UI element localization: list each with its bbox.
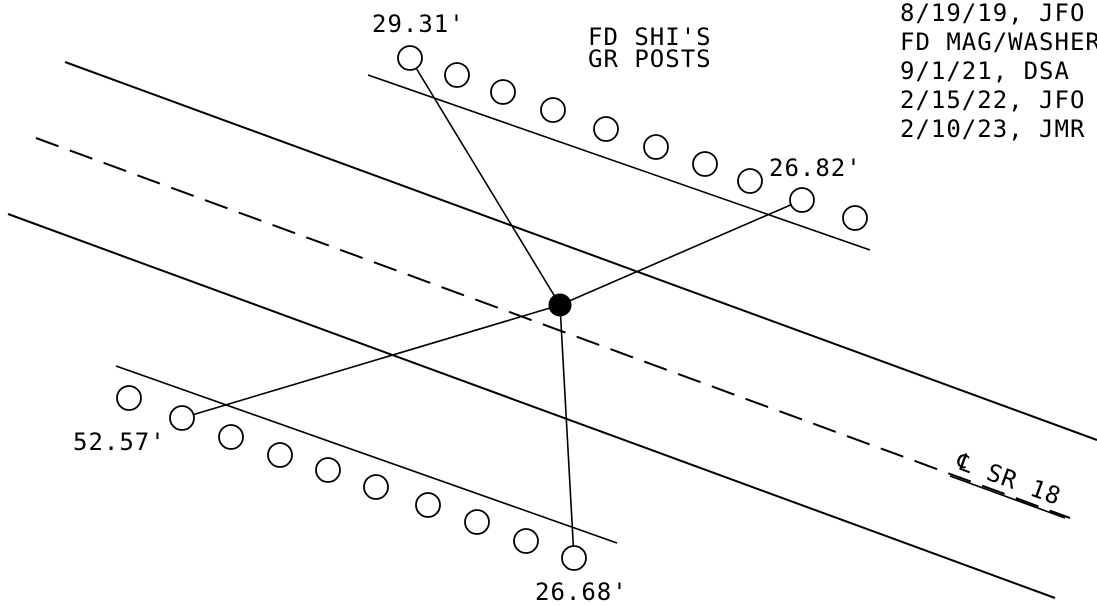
post-circle (444, 62, 470, 88)
tie-distance-top-right: 26.82' (769, 154, 862, 182)
post-circle (116, 385, 142, 411)
post-circle (397, 45, 423, 71)
post-circle (267, 442, 293, 468)
history-note: 9/1/21, DSA (900, 57, 1070, 85)
post-circle (643, 134, 669, 160)
history-notes: 8/19/19, JFO FD MAG/WASHER 9/1/21, DSA 2… (900, 0, 1097, 143)
found-label-line2: GR POSTS (588, 45, 712, 73)
road-edge-south (7, 213, 1056, 599)
post-circle (315, 457, 341, 483)
history-note: FD MAG/WASHER (900, 28, 1097, 56)
post-circle (593, 116, 619, 142)
post-circle (363, 474, 389, 500)
history-note: 2/10/23, JMR (900, 115, 1085, 143)
guardrail-posts-north (397, 45, 868, 231)
history-note: 8/19/19, JFO (900, 0, 1085, 27)
post-circle (789, 187, 815, 213)
post-circle (842, 205, 868, 231)
tie-distance-bottom-right: 26.68' (535, 578, 628, 606)
tie-distance-bottom-left: 52.57' (73, 428, 166, 456)
post-circle (464, 509, 490, 535)
road-edge-north (64, 61, 1097, 441)
post-circle (561, 545, 587, 571)
centerline-label-underline (949, 475, 1066, 519)
centerline-label: ℄ SR 18 (952, 447, 1065, 511)
post-circle (490, 79, 516, 105)
post-circle (415, 492, 441, 518)
monument-point (548, 293, 572, 317)
tie-line-bottom-right (559, 304, 575, 559)
tie-line-top-right (559, 199, 803, 306)
post-circle (169, 405, 195, 431)
found-label-line1: FD SHI'S (588, 23, 712, 51)
centerline-sr18 (35, 137, 1071, 519)
guardrail-line-north (367, 74, 871, 251)
post-circle (692, 151, 718, 177)
tie-distance-top-left: 29.31' (372, 10, 465, 38)
tie-line-top-left (409, 57, 561, 306)
post-circle (513, 528, 539, 554)
guardrail-posts-south (116, 385, 587, 571)
post-circle (218, 424, 244, 450)
guardrail-line-south (115, 365, 618, 544)
history-note: 2/15/22, JFO (900, 86, 1085, 114)
post-circle (540, 97, 566, 123)
tie-line-bottom-left (181, 304, 561, 419)
post-circle (737, 168, 763, 194)
